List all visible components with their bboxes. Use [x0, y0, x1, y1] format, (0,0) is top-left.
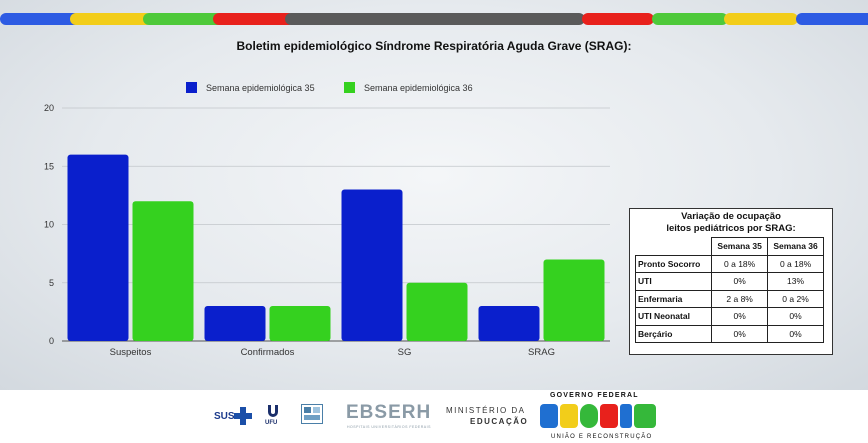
y-tick-label: 0: [49, 336, 54, 346]
table-row: Pronto Socorro 0 a 18% 0 a 18%: [634, 254, 824, 273]
brasil-logo-shapes: [540, 404, 656, 428]
table-corner: [635, 237, 713, 256]
ministerio-line1: MINISTÉRIO DA: [446, 406, 526, 415]
bar: [341, 189, 403, 341]
bar: [67, 154, 129, 341]
cell-value: 0%: [711, 324, 769, 343]
chart-title: Boletim epidemiológico Síndrome Respirat…: [236, 39, 632, 53]
stripe-segment: [724, 13, 798, 25]
bar: [204, 306, 266, 341]
ministerio-line2: EDUCAÇÃO: [470, 417, 529, 426]
ufu-emblem-icon: [268, 405, 278, 417]
y-tick-label: 20: [44, 103, 54, 113]
table-row: Berçário 0% 0%: [634, 324, 824, 343]
row-label: UTI Neonatal: [634, 307, 713, 326]
table-row: Enfermaria 2 a 8% 0 a 2%: [634, 289, 824, 308]
ufu-logo-text: UFU: [265, 420, 278, 426]
bar-chart: 0 5 10 15 20 Suspeitos Confirmados SG SRAG Semana…: [44, 82, 610, 358]
bar: [478, 306, 540, 341]
x-tick-label: SRAG: [528, 347, 555, 358]
legend-swatch: [344, 82, 355, 93]
legend-label: Semana epidemiológica 36: [364, 83, 473, 93]
x-tick-label: Confirmados: [241, 347, 295, 358]
table-caption: Variação de ocupação leitos pediátricos …: [630, 211, 832, 235]
table-caption-line1: Variação de ocupação: [681, 211, 781, 222]
cell-value: 0%: [767, 324, 824, 343]
table-row: UTI Neonatal 0% 0%: [634, 307, 824, 326]
stripe-segment: [70, 13, 152, 25]
sus-logo-text: SUS: [214, 411, 235, 422]
stripe-segment: [796, 13, 868, 25]
bar: [132, 201, 194, 341]
legend-swatch: [186, 82, 197, 93]
occupancy-table-card: Variação de ocupação leitos pediátricos …: [629, 208, 833, 355]
stripe-segment: [143, 13, 223, 25]
table-caption-line2: leitos pediátricos por SRAG:: [666, 223, 796, 234]
x-tick-label: Suspeitos: [110, 347, 152, 358]
row-label: Berçário: [634, 324, 713, 343]
cell-value: 13%: [767, 272, 824, 291]
footer-logos: SUS UFU EBSERH HOSPITAIS UNIVERSITÁRIOS …: [0, 390, 868, 443]
blue-cross-icon: [234, 407, 252, 425]
bar: [406, 282, 468, 341]
cell-value: 0 a 2%: [767, 289, 824, 308]
row-label: UTI: [634, 272, 713, 291]
y-tick-label: 10: [44, 220, 54, 230]
bar: [543, 259, 605, 341]
stripe-segment: [213, 13, 295, 25]
bar: [269, 306, 331, 341]
cell-value: 0%: [711, 272, 769, 291]
governo-federal-text: GOVERNO FEDERAL: [550, 392, 639, 399]
stripe-segment: [582, 13, 654, 25]
y-tick-label: 15: [44, 161, 54, 171]
cell-value: 0 a 18%: [711, 254, 769, 273]
cell-value: 0 a 18%: [767, 254, 824, 273]
ebserh-logo-text: EBSERH: [346, 402, 432, 423]
table-header-row: Semana 35 Semana 36: [635, 237, 824, 256]
ebserh-subtitle: HOSPITAIS UNIVERSITÁRIOS FEDERAIS: [347, 425, 431, 429]
row-label: Pronto Socorro: [634, 254, 713, 273]
brasil-logo: [540, 402, 658, 430]
hospital-logo-icon: [301, 404, 323, 424]
stripe-segment: [0, 13, 80, 25]
y-tick-label: 5: [49, 278, 54, 288]
stripe-segment: [652, 13, 728, 25]
cell-value: 0%: [767, 307, 824, 326]
column-header: Semana 36: [767, 237, 824, 256]
table-row: UTI 0% 13%: [634, 272, 824, 291]
x-tick-label: SG: [398, 347, 412, 358]
stripe-segment: [285, 13, 585, 25]
cell-value: 0%: [711, 307, 769, 326]
column-header: Semana 35: [711, 237, 769, 256]
occupancy-table: Semana 35 Semana 36 Pronto Socorro 0 a 1…: [634, 237, 824, 343]
cell-value: 2 a 8%: [711, 289, 769, 308]
row-label: Enfermaria: [634, 289, 713, 308]
legend-label: Semana epidemiológica 35: [206, 83, 315, 93]
uniao-reconstrucao-text: UNIÃO E RECONSTRUÇÃO: [551, 434, 653, 440]
